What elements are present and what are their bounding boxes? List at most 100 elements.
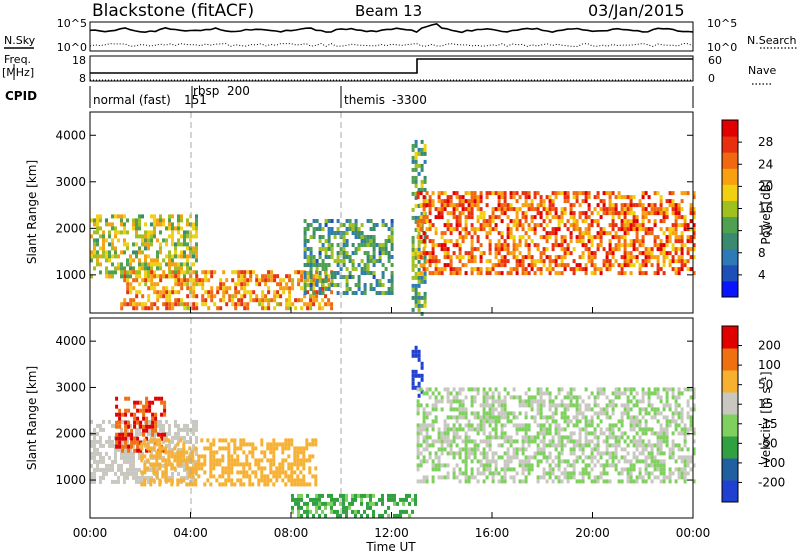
- echo-cell: [171, 222, 174, 227]
- echo-cell: [458, 411, 462, 416]
- echo-cell: [515, 191, 519, 196]
- echo-cell: [156, 467, 159, 472]
- echo-cell: [575, 199, 579, 204]
- echo-cell: [165, 443, 168, 448]
- echo-cell: [191, 450, 195, 455]
- echo-cell: [464, 439, 468, 444]
- echo-cell: [464, 435, 468, 440]
- echo-cell: [126, 230, 129, 235]
- echo-cell: [111, 270, 114, 275]
- echo-cell: [321, 267, 325, 271]
- freq-tick-top: 18: [72, 54, 86, 67]
- echo-cell: [168, 294, 172, 299]
- echo-cell: [626, 435, 630, 440]
- echo-cell: [587, 227, 591, 232]
- echo-cell: [120, 471, 123, 476]
- echo-cell: [165, 419, 168, 424]
- echo-cell: [159, 218, 162, 223]
- echo-cell: [500, 475, 504, 480]
- echo-cell: [321, 235, 325, 239]
- echo-cell: [290, 482, 294, 487]
- echo-cell: [686, 191, 690, 196]
- echo-cell: [336, 227, 340, 231]
- echo-cell: [581, 199, 585, 204]
- echo-cell: [177, 218, 180, 223]
- echo-cell: [596, 231, 600, 236]
- echo-cell: [105, 266, 108, 271]
- echo-cell: [461, 235, 465, 240]
- echo-cell: [423, 143, 427, 148]
- echo-cell: [596, 451, 600, 456]
- echo-cell: [381, 497, 384, 502]
- echo-cell: [363, 239, 367, 243]
- echo-cell: [443, 431, 447, 436]
- echo-cell: [366, 235, 370, 239]
- echo-cell: [173, 446, 177, 451]
- echo-cell: [506, 415, 510, 420]
- echo-cell: [524, 199, 528, 204]
- echo-cell: [644, 447, 648, 452]
- echo-cell: [674, 467, 678, 472]
- echo-cell: [160, 436, 164, 441]
- echo-cell: [473, 395, 477, 400]
- echo-cell: [503, 403, 507, 408]
- echo-cell: [422, 251, 426, 256]
- colorbar-tick-label: 200: [758, 339, 781, 353]
- echo-cell: [653, 459, 657, 464]
- echo-cell: [458, 415, 462, 420]
- echo-cell: [527, 399, 531, 404]
- echo-cell: [132, 451, 135, 456]
- echo-cell: [605, 447, 609, 452]
- echo-cell: [297, 270, 301, 275]
- echo-cell: [159, 266, 162, 271]
- echo-cell: [641, 203, 645, 208]
- echo-cell: [458, 247, 462, 252]
- echo-cell: [518, 259, 522, 264]
- echo-cell: [135, 230, 138, 235]
- echo-cell: [443, 387, 447, 392]
- echo-cell: [390, 279, 394, 283]
- echo-cell: [515, 247, 519, 252]
- echo-cell: [105, 258, 108, 263]
- echo-cell: [192, 447, 195, 452]
- echo-cell: [647, 451, 651, 456]
- echo-cell: [192, 262, 195, 267]
- echo-cell: [174, 250, 177, 255]
- echo-cell: [291, 505, 294, 510]
- echo-cell: [254, 474, 258, 479]
- echo-cell: [563, 239, 567, 244]
- echo-cell: [563, 419, 567, 424]
- echo-cell: [512, 235, 516, 240]
- echo-cell: [212, 442, 216, 447]
- echo-cell: [315, 219, 319, 223]
- echo-cell: [608, 195, 612, 200]
- echo-cell: [420, 211, 424, 216]
- echo-cell: [557, 215, 561, 220]
- echo-cell: [584, 427, 588, 432]
- echo-cell: [255, 282, 259, 287]
- echo-cell: [419, 191, 423, 196]
- echo-cell: [321, 243, 325, 247]
- echo-cell: [503, 387, 507, 392]
- echo-cell: [509, 191, 513, 196]
- echo-cell: [285, 298, 289, 303]
- echo-cell: [312, 501, 315, 506]
- echo-cell: [261, 294, 265, 299]
- echo-cell: [390, 239, 394, 243]
- echo-cell: [141, 266, 144, 271]
- echo-cell: [221, 474, 225, 479]
- echo-cell: [318, 513, 321, 518]
- echo-cell: [542, 447, 546, 452]
- echo-cell: [674, 479, 678, 484]
- echo-cell: [512, 191, 516, 196]
- echo-cell: [297, 513, 300, 518]
- echo-cell: [461, 227, 465, 232]
- echo-cell: [593, 263, 597, 268]
- echo-cell: [354, 231, 358, 235]
- echo-cell: [123, 479, 126, 484]
- echo-cell: [512, 479, 516, 484]
- echo-cell: [378, 279, 382, 283]
- echo-cell: [330, 219, 334, 223]
- echo-cell: [659, 219, 663, 224]
- echo-cell: [164, 466, 168, 471]
